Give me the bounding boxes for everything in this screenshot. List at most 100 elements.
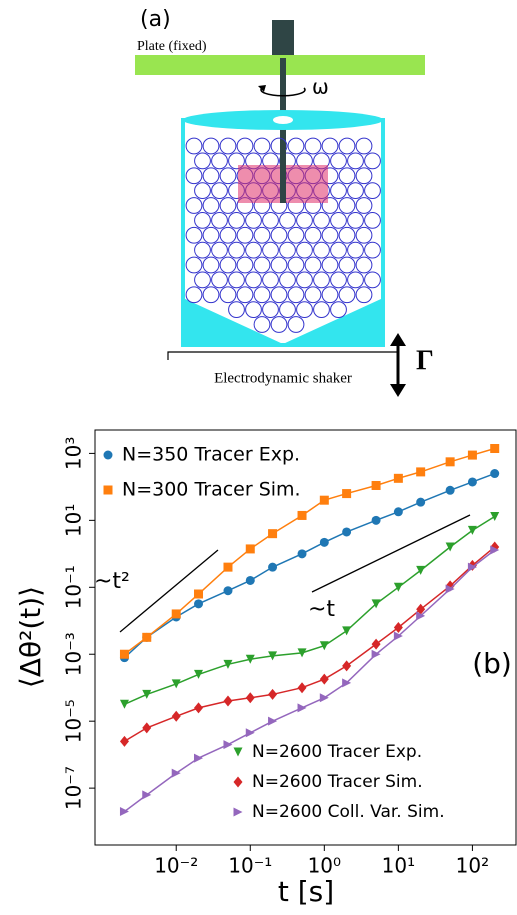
grain: [331, 272, 347, 288]
marker: [268, 717, 277, 726]
grain: [220, 287, 236, 303]
marker: [446, 486, 455, 495]
grain: [288, 227, 304, 243]
grain: [254, 257, 270, 273]
marker: [172, 609, 181, 618]
diagram: (a) Plate (fixed) ω Electrodynamic shake…: [135, 7, 434, 397]
marker: [194, 702, 203, 713]
grain: [246, 302, 262, 318]
x-tick-label: 10²: [456, 854, 489, 878]
grain: [339, 257, 355, 273]
grain: [305, 138, 321, 154]
grain: [203, 227, 219, 243]
grain: [348, 153, 364, 169]
x-axis-label: t [s]: [278, 875, 334, 908]
marker: [142, 690, 151, 699]
grain: [288, 257, 304, 273]
x-tick-label: 10⁰: [308, 854, 341, 878]
marker: [320, 538, 329, 547]
grain: [246, 212, 262, 228]
y-tick-label: 10¹: [62, 504, 86, 537]
grain: [365, 242, 381, 258]
marker: [223, 586, 232, 595]
marker: [268, 529, 277, 538]
grain: [212, 153, 228, 169]
grain: [356, 257, 372, 273]
grain: [186, 138, 202, 154]
marker: [394, 474, 403, 483]
marker: [194, 599, 203, 608]
grain: [339, 138, 355, 154]
marker: [246, 692, 255, 703]
grain: [331, 302, 347, 318]
grain: [229, 302, 245, 318]
marker: [246, 728, 255, 737]
grain: [212, 242, 228, 258]
x-tick-label: 10¹: [382, 854, 415, 878]
marker: [142, 722, 151, 733]
grain: [322, 257, 338, 273]
grain: [348, 242, 364, 258]
grain: [339, 168, 355, 184]
legend-label: N=2600 Coll. Var. Sim.: [252, 802, 445, 822]
grain: [339, 287, 355, 303]
grain: [356, 287, 372, 303]
legend-marker: [234, 777, 243, 788]
slope-guide: [312, 515, 470, 592]
grain: [203, 138, 219, 154]
marker: [194, 590, 203, 599]
grain: [203, 257, 219, 273]
grain: [229, 272, 245, 288]
grain: [254, 287, 270, 303]
grain: [288, 138, 304, 154]
grain: [356, 168, 372, 184]
grain: [195, 212, 211, 228]
marker: [223, 696, 232, 707]
grain: [271, 287, 287, 303]
legend-marker: [104, 486, 113, 495]
grain: [186, 227, 202, 243]
marker: [172, 769, 181, 778]
y-tick-label: 10⁻¹: [62, 565, 86, 609]
marker: [172, 679, 181, 688]
grain: [356, 227, 372, 243]
grain: [237, 227, 253, 243]
marker: [223, 563, 232, 572]
marker: [490, 444, 499, 453]
marker: [246, 544, 255, 553]
marker: [342, 660, 351, 671]
grain: [254, 227, 270, 243]
y-tick-label: 10³: [62, 437, 86, 470]
legend-marker: [234, 748, 243, 757]
grain: [297, 302, 313, 318]
y-tick-label: 10⁻⁷: [62, 766, 86, 810]
grain: [271, 227, 287, 243]
marker: [298, 682, 307, 693]
grain: [305, 257, 321, 273]
legend-marker: [104, 451, 113, 460]
omega-label: ω: [312, 75, 329, 99]
marker: [320, 641, 329, 650]
grain: [314, 302, 330, 318]
grain: [280, 302, 296, 318]
grain: [237, 257, 253, 273]
grain: [365, 272, 381, 288]
legend-label: N=300 Tracer Sim.: [122, 479, 301, 501]
grain: [186, 198, 202, 214]
rod-inner: [280, 150, 286, 203]
grain: [314, 212, 330, 228]
grain: [254, 138, 270, 154]
marker: [194, 670, 203, 679]
marker: [120, 736, 129, 747]
grain: [203, 287, 219, 303]
lid-hole: [273, 116, 293, 124]
marker: [298, 511, 307, 520]
grain: [280, 212, 296, 228]
marker: [490, 512, 499, 521]
marker: [416, 498, 425, 507]
chart-panel-label: (b): [472, 647, 512, 680]
grain: [220, 257, 236, 273]
series-line: [124, 547, 494, 741]
grain: [322, 138, 338, 154]
marker: [342, 527, 351, 536]
